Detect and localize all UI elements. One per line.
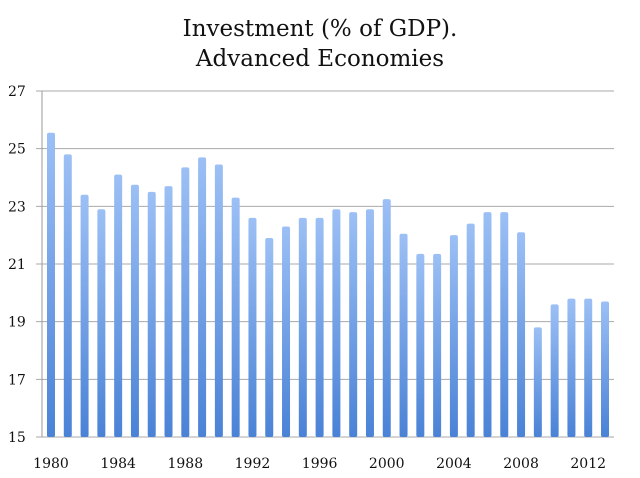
bar-1994	[282, 226, 291, 437]
x-tick-label: 1980	[33, 456, 69, 472]
bar-2001	[399, 233, 408, 437]
y-tick-label: 25	[8, 142, 26, 158]
bar-1983	[97, 209, 106, 437]
bar-2004	[449, 235, 458, 437]
x-tick-label: 1992	[235, 456, 271, 472]
bar-1998	[349, 212, 358, 437]
bar-1997	[332, 209, 341, 437]
bar-2003	[433, 253, 442, 437]
bar-1991	[231, 197, 240, 437]
bar-1989	[198, 157, 207, 438]
bar-2010	[550, 304, 559, 437]
bar-1996	[315, 217, 324, 437]
x-tick-label: 2000	[369, 456, 405, 472]
chart-subtitle: Advanced Economies	[195, 46, 445, 72]
bar-2009	[533, 327, 542, 437]
bar-1984	[114, 174, 123, 437]
bar-1990	[214, 164, 223, 437]
y-tick-label: 17	[8, 372, 26, 388]
y-tick-label: 27	[8, 84, 26, 100]
bar-1993	[265, 238, 274, 437]
x-tick-label: 2004	[436, 456, 472, 472]
x-tick-label: 2012	[570, 456, 606, 472]
y-tick-label: 19	[8, 315, 26, 331]
x-tick-label: 1984	[100, 456, 136, 472]
bar-2013	[601, 301, 609, 437]
bar-1981	[63, 154, 72, 437]
bar-2011	[567, 298, 576, 437]
bar-2007	[500, 212, 509, 437]
bar-1999	[365, 209, 374, 437]
x-tick-label: 1988	[167, 456, 203, 472]
bar-1980	[47, 132, 55, 437]
chart-title: Investment (% of GDP). Advanced Economie…	[0, 14, 640, 74]
bar-2012	[584, 298, 593, 437]
bar-1987	[164, 186, 173, 437]
bar-1988	[181, 167, 190, 438]
x-tick-label: 1996	[302, 456, 338, 472]
y-tick-label: 15	[8, 430, 26, 446]
bar-1985	[130, 184, 139, 437]
y-tick-label: 23	[8, 199, 26, 215]
bar-1986	[147, 191, 156, 437]
bar-1992	[248, 217, 257, 437]
x-tick-label: 2008	[503, 456, 539, 472]
bar-2005	[466, 223, 475, 437]
y-tick-label: 21	[8, 257, 26, 273]
bar-1995	[298, 217, 307, 437]
bar-2002	[416, 253, 425, 437]
bar-1982	[80, 194, 89, 437]
chart-title-line1: Investment (% of GDP).	[182, 16, 458, 42]
bar-2008	[517, 232, 526, 437]
bar-2000	[382, 199, 391, 437]
bar-2006	[483, 212, 492, 437]
